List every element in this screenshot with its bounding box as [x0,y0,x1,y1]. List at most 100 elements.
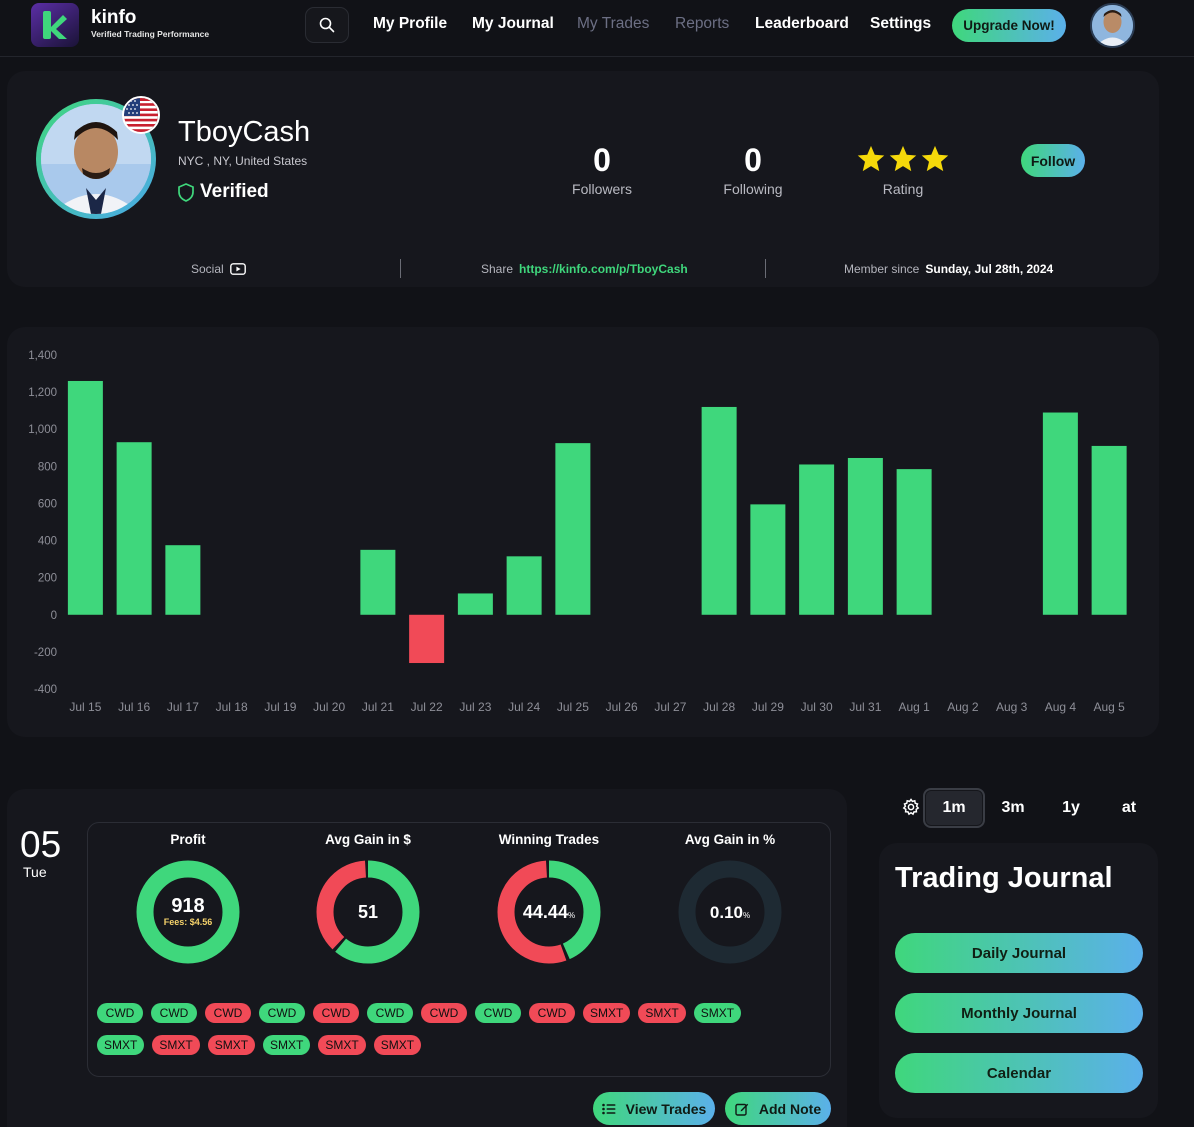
metric-title-avg-gain-percent: Avg Gain in % [684,832,776,847]
nav-reports[interactable]: Reports [675,15,730,32]
rating-stars [856,144,950,174]
ticker-pill[interactable]: CWD [151,1003,197,1023]
nav-my-journal[interactable]: My Journal [472,15,554,32]
y-tick-label: 1,000 [28,424,57,436]
day-stats-box [87,822,831,1077]
ticker-pill[interactable]: SMXT [263,1035,311,1055]
ticker-pill[interactable]: SMXT [97,1035,145,1055]
y-tick-label: -200 [34,647,57,659]
ticker-pill[interactable]: CWD [421,1003,467,1023]
ticker-pill[interactable]: CWD [367,1003,413,1023]
shield-icon [178,182,194,202]
x-tick-label: Aug 2 [947,700,979,714]
chart-bar[interactable] [67,380,103,615]
x-tick-label: Jul 19 [264,700,296,714]
ticker-pill[interactable]: CWD [475,1003,521,1023]
ticker-pill[interactable]: SMXT [693,1003,742,1023]
day-name: Tue [23,864,47,880]
profile-username: TboyCash [178,116,311,148]
chart-bar[interactable] [701,406,737,615]
x-tick-label: Aug 1 [898,700,930,714]
verified-badge: Verified [178,180,269,204]
range-all-time-button[interactable]: at [1121,799,1137,816]
range-3m-button[interactable]: 3m [1001,799,1025,816]
calendar-button[interactable]: Calendar [895,1053,1143,1093]
chart-bar[interactable] [750,504,786,615]
followers-label[interactable]: Followers [572,181,632,197]
ticker-pill[interactable]: SMXT [638,1003,686,1023]
share-url-link[interactable]: https://kinfo.com/p/TboyCash [519,262,688,276]
rating-label: Rating [882,181,924,197]
chart-bar[interactable] [555,443,591,615]
nav-leaderboard[interactable]: Leaderboard [755,15,849,32]
x-tick-label: Jul 26 [606,700,638,714]
upgrade-button[interactable]: Upgrade Now! [952,9,1066,42]
ticker-pill[interactable]: SMXT [207,1035,256,1055]
meta-divider [765,259,766,278]
top-navigation-bar: kinfo Verified Trading Performance My Pr… [0,0,1194,57]
chart-bar[interactable] [799,464,835,615]
y-tick-label: 400 [38,536,57,548]
ticker-pill[interactable]: CWD [205,1003,251,1023]
nav-settings[interactable]: Settings [870,15,932,32]
y-tick-label: 800 [38,461,57,473]
x-tick-label: Jul 16 [118,700,150,714]
profile-card [7,71,1159,287]
chart-bar[interactable] [360,549,396,615]
brand-tagline: Verified Trading Performance [91,29,210,39]
member-since-label: Member since [844,262,920,276]
winning-trades-value: 44.44% [522,902,576,922]
chart-bar[interactable] [409,614,445,664]
view-trades-button[interactable]: View Trades [593,1092,715,1125]
y-tick-label: 0 [51,610,57,622]
ticker-pill[interactable]: CWD [313,1003,359,1023]
chart-bar[interactable] [165,545,201,615]
daily-journal-button[interactable]: Daily Journal [895,933,1143,973]
star-icon [921,145,949,172]
chart-bar[interactable] [1091,445,1127,615]
ticker-pill[interactable]: SMXT [583,1003,631,1023]
range-1y-button[interactable]: 1y [1062,799,1080,816]
user-avatar[interactable] [1090,3,1135,48]
nav-my-profile[interactable]: My Profile [373,15,448,32]
ticker-pill[interactable]: CWD [259,1003,305,1023]
range-1m-button[interactable]: 1m [923,788,985,828]
avg-gain-dollar-ring [316,860,420,964]
gear-icon[interactable] [902,798,920,816]
x-tick-label: Jul 18 [216,700,248,714]
star-icon [857,145,885,172]
member-since-date: Sunday, Jul 28th, 2024 [925,262,1054,276]
following-count: 0 [744,142,762,178]
x-tick-label: Jul 21 [362,700,394,714]
nav-my-trades[interactable]: My Trades [577,15,650,32]
kinfo-logo-icon[interactable] [31,3,79,47]
chart-bar[interactable] [896,469,932,615]
ticker-pill[interactable]: CWD [529,1003,575,1023]
add-note-button[interactable]: Add Note [725,1092,831,1125]
chart-bar[interactable] [506,556,542,615]
edit-icon [735,1103,749,1116]
ticker-pill[interactable]: SMXT [152,1035,200,1055]
chart-bar[interactable] [457,593,493,615]
search-button[interactable] [305,7,349,43]
avg-gain-dollar-value: 51 [357,902,379,922]
ticker-pill[interactable]: SMXT [373,1035,422,1055]
youtube-icon[interactable] [229,263,246,275]
following-label[interactable]: Following [723,181,783,197]
chart-bar[interactable] [1042,412,1078,615]
list-icon [601,1103,616,1114]
avg-gain-percent-value: 0.10% [709,903,751,922]
chart-bar[interactable] [116,442,152,615]
share-row: Share https://kinfo.com/p/TboyCash [481,260,688,278]
ticker-pill[interactable]: CWD [97,1003,143,1023]
chart-bar[interactable] [847,457,883,615]
y-tick-label: 200 [38,573,57,585]
x-tick-label: Jul 25 [557,700,589,714]
monthly-journal-button[interactable]: Monthly Journal [895,993,1143,1033]
ticker-row-2: SMXT SMXT SMXT SMXT SMXT SMXT [97,1035,422,1055]
x-tick-label: Jul 29 [752,700,784,714]
star-icon [889,145,917,172]
follow-button[interactable]: Follow [1021,144,1085,177]
ticker-pill[interactable]: SMXT [318,1035,366,1055]
search-icon [319,17,335,33]
